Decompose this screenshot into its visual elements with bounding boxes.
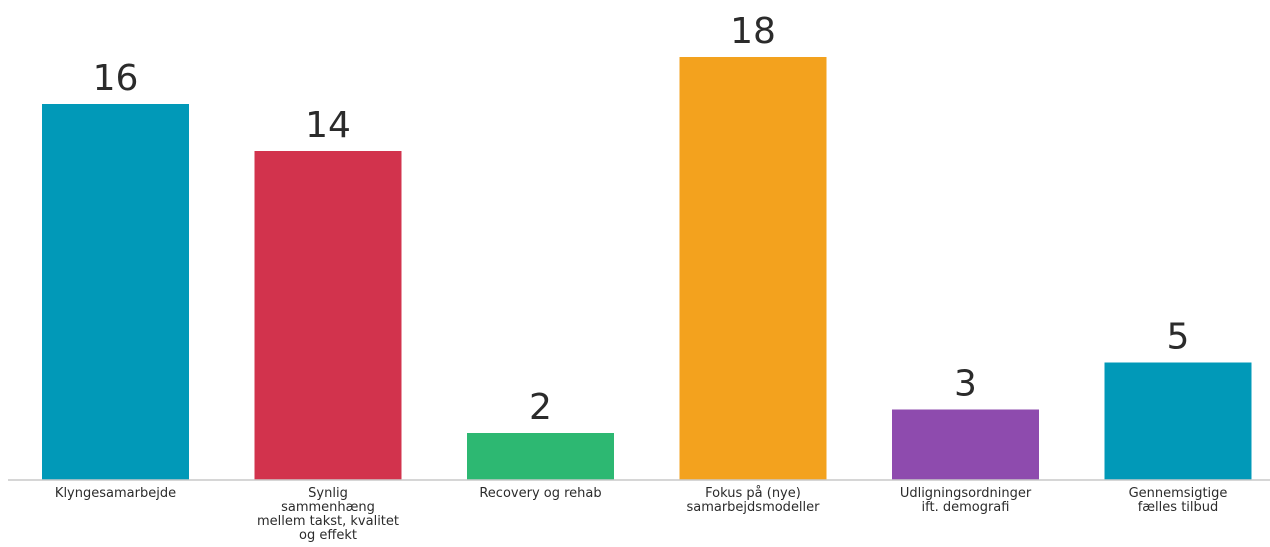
data-label-5: 3 [954, 364, 977, 405]
bar-4 [679, 57, 827, 480]
data-label-3: 2 [529, 387, 552, 428]
category-label-5: Udligningsordninger ift. demografi [900, 486, 1032, 515]
bars-group [42, 57, 1252, 480]
category-label-3: Recovery og rehab [479, 486, 601, 501]
bar-1 [42, 104, 189, 480]
category-label-line: Synlig [308, 486, 348, 501]
category-label-line: og effekt [299, 528, 357, 543]
bar-6 [1104, 362, 1252, 480]
category-label-6: Gennemsigtige fælles tilbud [1129, 486, 1228, 515]
data-label-6: 5 [1167, 317, 1190, 358]
category-label-2: Synlig sammenhæng mellem takst, kvalitet og… [257, 486, 399, 543]
data-label-4: 18 [730, 11, 776, 52]
category-label-4: Fokus på (nye) samarbejdsmodeller [686, 486, 820, 515]
data-label-2: 14 [305, 105, 351, 146]
category-label-line: ift. demografi [922, 500, 1010, 515]
category-label-line: mellem takst, kvalitet [257, 514, 399, 529]
category-label-line: Udligningsordninger [900, 486, 1032, 501]
category-label-line: sammenhæng [281, 500, 375, 515]
data-label-1: 16 [93, 58, 139, 99]
category-label-1: Klyngesamarbejde [55, 486, 176, 501]
bar-5 [892, 409, 1039, 480]
category-label-line: fælles tilbud [1138, 500, 1219, 515]
category-label-line: Gennemsigtige [1129, 486, 1228, 501]
bar-3 [467, 433, 614, 480]
category-label-line: samarbejdsmodeller [686, 500, 820, 515]
category-label-line: Recovery og rehab [479, 486, 601, 501]
bar-2 [254, 151, 402, 480]
category-label-line: Fokus på (nye) [705, 486, 801, 501]
labels-group: 16 Klyngesamarbejde 14 Synlig sammenhæng mell… [55, 11, 1227, 543]
category-label-line: Klyngesamarbejde [55, 486, 176, 501]
